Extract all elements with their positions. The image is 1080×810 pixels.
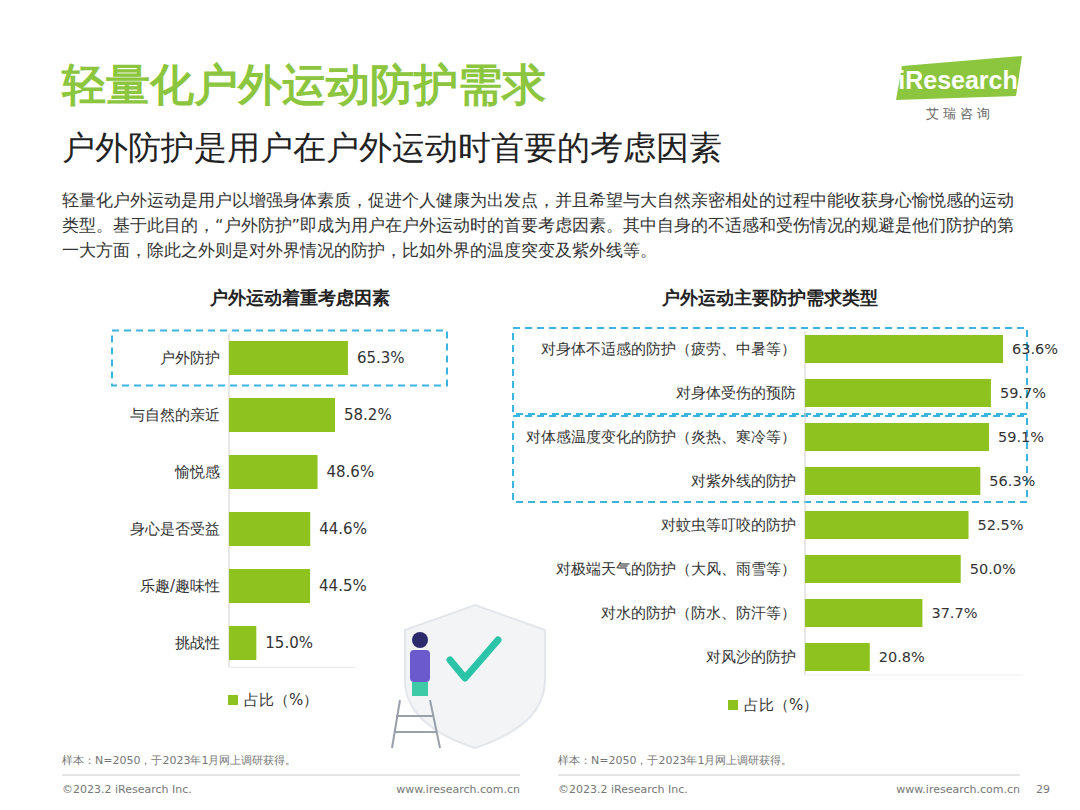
slide-title: 轻量化户外运动防护需求: [62, 56, 546, 115]
footer-url: www.iresearch.com.cn: [396, 783, 520, 796]
chart-panel: 户外运动主要防护需求类型对身体不适感的防护（疲劳、中暑等） 63.6% 对身体受伤的…: [513, 287, 1058, 796]
data-label: 37.7%: [931, 605, 977, 621]
data-label: 56.3%: [989, 473, 1035, 489]
bar: [805, 423, 989, 451]
data-label: 15.0%: [265, 634, 313, 652]
x-axis-line: [229, 667, 357, 668]
person-legs: [412, 682, 428, 696]
logo-swoosh: [896, 56, 1022, 100]
ladder: [392, 700, 440, 748]
data-label: 20.8%: [879, 649, 925, 665]
bar: [229, 569, 310, 603]
page-graphics: iResearch 艾 瑞 咨 询户外运动着重考虑因素户外防护 65.3% 与自然的亲…: [0, 0, 1080, 810]
data-label: 50.0%: [970, 561, 1016, 577]
category-label: 对极端天气的防护（大风、雨雪等）: [556, 561, 796, 577]
footer-rule: [62, 775, 520, 776]
data-label: 52.5%: [978, 517, 1024, 533]
category-label: 对紫外线的防护: [691, 473, 796, 489]
category-label: 对水的防护（防水、防汗等）: [601, 605, 796, 621]
logo-subtext: 艾 瑞 咨 询: [926, 106, 990, 121]
slide-subtitle: 户外防护是用户在户外运动时首要的考虑因素: [62, 126, 722, 171]
category-label: 对身体受伤的预防: [676, 385, 796, 401]
data-label: 44.6%: [319, 520, 367, 538]
y-axis-line: [229, 334, 230, 668]
decoration: [392, 605, 545, 748]
page-number: 29: [1036, 783, 1050, 796]
data-label: 44.5%: [319, 577, 367, 595]
bars: [229, 341, 348, 660]
bar: [805, 555, 961, 583]
category-label: 身心是否受益: [130, 520, 220, 538]
bar: [805, 511, 969, 539]
category-label: 挑战性: [175, 634, 220, 652]
footer-url: www.iresearch.com.cn: [896, 783, 1020, 796]
data-label: 58.2%: [344, 406, 392, 424]
x-axis-line: [805, 675, 1023, 676]
category-label: 对风沙的防护: [706, 649, 796, 665]
data-label: 63.6%: [1012, 341, 1058, 357]
legend-label: 占比（%）: [244, 691, 318, 709]
logo: iResearch 艾 瑞 咨 询: [896, 56, 1022, 121]
bar: [805, 599, 922, 627]
data-label: 48.6%: [327, 463, 375, 481]
bar: [229, 512, 310, 546]
bar: [229, 626, 256, 660]
data-label: 65.3%: [357, 349, 405, 367]
footer-copyright: ©2023.2 iResearch Inc.: [558, 783, 688, 796]
category-label: 户外防护: [160, 349, 220, 367]
highlight-box: [513, 416, 1027, 502]
chart-panel: 户外运动着重考虑因素户外防护 65.3% 与自然的亲近 58.2% 愉悦感 48.6% 身心…: [62, 287, 520, 796]
legend-swatch: [728, 700, 738, 710]
bar: [805, 335, 1003, 363]
legend-swatch: [228, 695, 238, 705]
sample-note: 样本：N=2050，于2023年1月网上调研获得。: [558, 754, 792, 767]
bar: [805, 467, 980, 495]
bar: [229, 398, 335, 432]
person-head: [412, 632, 428, 648]
slide-body: 轻量化户外运动是用户以增强身体素质，促进个人健康为出发点，并且希望与大自然亲密相…: [62, 188, 1024, 263]
category-label: 乐趣/趣味性: [140, 577, 220, 595]
category-label: 愉悦感: [174, 463, 220, 481]
chart-title: 户外运动着重考虑因素: [209, 287, 390, 308]
person-body: [410, 650, 430, 682]
check-icon: [450, 640, 498, 678]
footer-copyright: ©2023.2 iResearch Inc.: [62, 783, 192, 796]
bar: [805, 379, 991, 407]
highlight-box: [112, 331, 447, 386]
category-label: 对体感温度变化的防护（炎热、寒冷等）: [526, 429, 796, 445]
logo-text: iResearch: [898, 66, 1018, 94]
legend-label: 占比（%）: [744, 696, 818, 714]
category-label: 对身体不适感的防护（疲劳、中暑等）: [541, 341, 796, 357]
chart-title: 户外运动主要防护需求类型: [661, 287, 878, 308]
category-label: 对蚊虫等叮咬的防护: [661, 517, 796, 533]
shield-icon: [405, 605, 545, 748]
bar: [229, 455, 318, 489]
category-label: 与自然的亲近: [130, 406, 220, 424]
sample-note: 样本：N=2050，于2023年1月网上调研获得。: [62, 754, 296, 767]
data-label: 59.7%: [1000, 385, 1046, 401]
data-label: 59.1%: [998, 429, 1044, 445]
footer-rule: [558, 775, 1020, 776]
bar: [805, 643, 870, 671]
highlight-box: [513, 328, 1027, 414]
bar: [229, 341, 348, 375]
bars: [805, 335, 1003, 671]
